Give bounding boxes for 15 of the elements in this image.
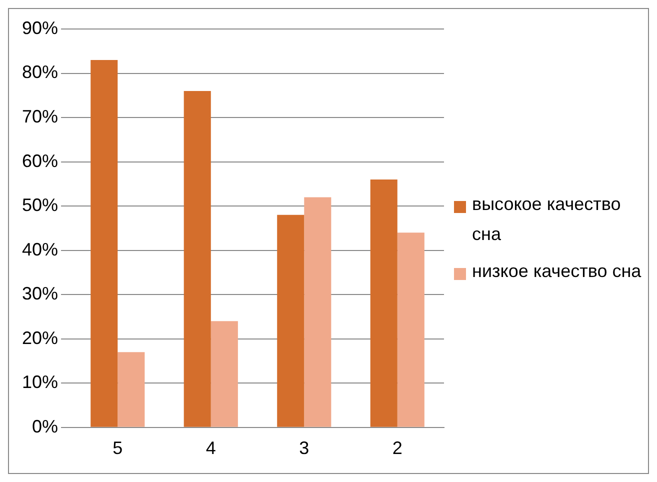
- x-tick-label: 5: [112, 438, 123, 458]
- x-tick-label: 2: [392, 438, 402, 458]
- x-tick-label: 4: [206, 438, 216, 458]
- y-tick-label: 20%: [22, 328, 58, 348]
- y-tick-label: 80%: [22, 62, 58, 82]
- y-tick-label: 50%: [22, 195, 58, 216]
- y-tick-label: 0%: [32, 416, 58, 436]
- legend-label: низкое качество сна: [472, 260, 642, 283]
- y-tick-label: 60%: [22, 150, 58, 171]
- y-tick-label: 40%: [22, 239, 58, 260]
- y-tick-label: 30%: [22, 284, 58, 304]
- y-tick-label: 70%: [22, 106, 58, 126]
- x-tick-label: 3: [299, 438, 310, 458]
- y-tick-label: 10%: [22, 372, 58, 392]
- y-tick-label: 90%: [22, 18, 58, 38]
